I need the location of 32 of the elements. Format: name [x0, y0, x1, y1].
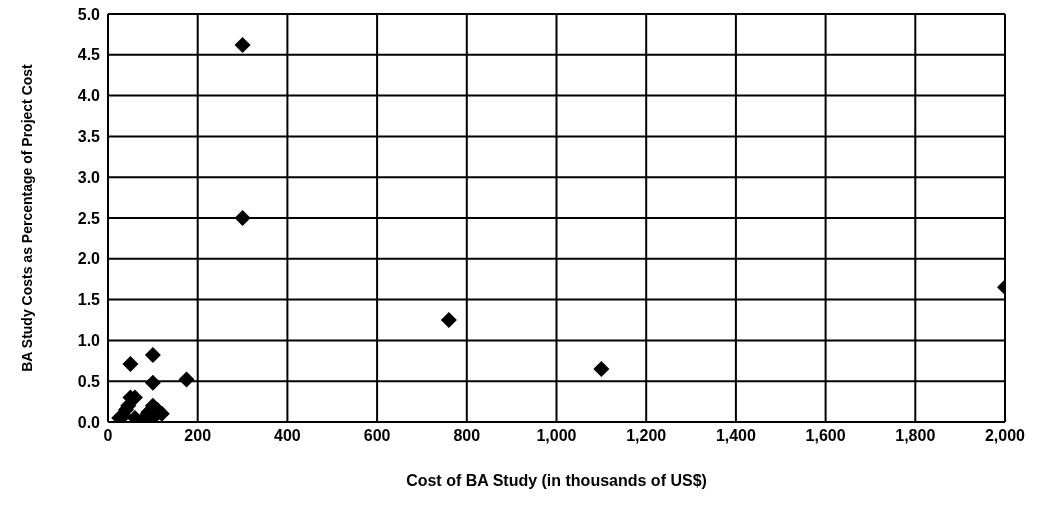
- x-tick-label: 600: [363, 427, 391, 445]
- y-tick-label: 5.0: [77, 5, 101, 23]
- point: [144, 374, 161, 391]
- y-tick-label: 3.5: [77, 128, 101, 146]
- y-tick-label: 4.0: [77, 87, 101, 105]
- x-tick-label: 1,400: [715, 427, 757, 445]
- x-tick-label: 0: [103, 427, 113, 445]
- point: [144, 347, 161, 364]
- x-tick-label: 800: [453, 427, 481, 445]
- point: [234, 210, 251, 226]
- point: [440, 312, 457, 328]
- x-tick-label: 1,600: [805, 427, 846, 445]
- y-tick-label: 4.5: [77, 46, 101, 64]
- y-axis-title: BA Study Costs as Percentage of Project Cost: [18, 63, 35, 372]
- point: [234, 37, 251, 54]
- x-tick-label: 2,000: [984, 427, 1026, 445]
- y-tick-label: 2.0: [77, 250, 101, 268]
- y-tick-label: 0.0: [77, 413, 101, 431]
- y-tick-label: 1.0: [77, 332, 101, 350]
- y-tick-label: 3.0: [77, 168, 101, 186]
- y-tick-label: 2.5: [77, 209, 101, 227]
- point: [593, 360, 610, 377]
- y-tick-label: 0.5: [77, 372, 101, 390]
- point: [178, 371, 195, 388]
- x-tick-label: 1,200: [626, 427, 667, 445]
- x-tick-label: 1,000: [536, 427, 577, 445]
- y-tick-label: 1.5: [77, 291, 101, 309]
- x-axis-title: Cost of BA Study (in thousands of US$): [406, 472, 707, 489]
- x-tick-label: 200: [184, 427, 212, 445]
- point: [122, 356, 139, 373]
- x-tick-label: 400: [274, 427, 301, 445]
- x-tick-label: 1,800: [895, 427, 936, 445]
